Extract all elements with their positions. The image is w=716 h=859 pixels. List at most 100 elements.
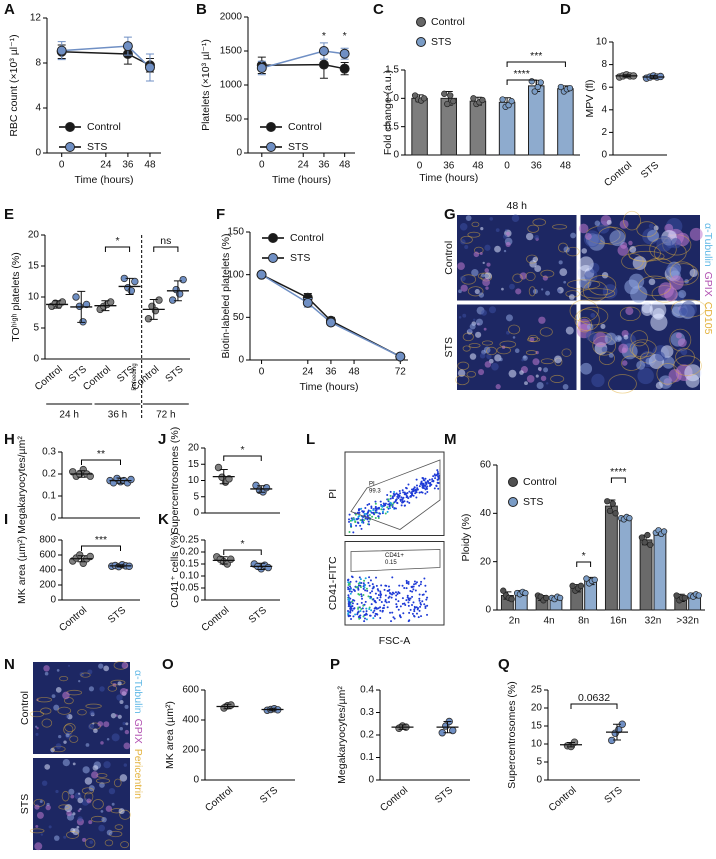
flow-event [360,527,363,530]
y-tick-label: 0.20 [180,547,200,558]
flow-event [377,589,380,592]
flow-event [366,589,369,592]
image-texture [84,777,93,785]
replicate-point [604,498,611,505]
replicate-point [264,563,272,572]
flow-event [352,598,355,601]
flow-event [352,615,355,618]
image-texture [482,261,485,265]
x-tick-label: 4n [543,616,554,627]
image-texture [40,833,43,836]
flow-event [426,613,429,616]
flow-event [356,511,359,514]
flow-event [349,519,352,522]
image-texture [466,370,477,378]
x-tick-label: Control [33,364,65,393]
legend-label: Control [87,121,121,133]
replicate-point [534,83,541,91]
flow-event [379,500,382,503]
image-texture [543,367,549,373]
replicate-point [500,587,507,594]
flow-event [349,607,352,610]
flow-event [391,593,394,596]
replicate-point [82,300,91,309]
image-texture [120,841,129,849]
flow-event [414,489,417,492]
image-texture [108,787,116,795]
divider-label: Refeeding [132,363,138,390]
image-texture [689,268,698,278]
image-texture [118,808,125,815]
image-texture [502,234,508,239]
image-texture [489,217,494,221]
y-tick-label: 200 [39,580,56,591]
flow-event [396,502,399,505]
flow-event [388,601,391,604]
replicate-point [508,98,515,105]
flow-event [388,507,391,510]
y-axis-label: PI [327,489,339,499]
flow-event [347,598,350,601]
flow-event [366,503,369,506]
image-texture [528,286,536,297]
image-texture [652,307,665,320]
point [395,351,406,362]
flow-event [407,604,410,607]
x-tick-label: 24 [100,160,112,171]
image-texture [628,273,645,289]
x-tick-label: 0 [504,161,510,172]
flow-event [413,486,416,489]
image-texture [514,348,520,354]
stain-label: Pericentrin [132,749,144,799]
series-line [261,273,401,358]
image-texture [65,733,70,738]
flow-event [347,613,350,616]
image-texture [84,838,96,849]
image-texture [621,360,628,366]
image-texture [539,369,542,372]
image-texture [621,253,644,270]
flow-event [415,478,418,481]
image-texture [505,241,511,248]
significance-bracket [223,549,262,555]
y-axis-label: Megakaryocytes/µm² [16,436,28,534]
flow-event [355,524,358,527]
replicate-point [609,500,616,507]
image-texture [606,219,612,225]
point [339,48,350,59]
panel-letter: C [373,1,384,18]
flow-event [420,615,423,618]
flow-event [415,484,418,487]
y-tick-label: 400 [39,565,56,576]
image-texture [636,360,646,370]
flow-event [418,599,421,602]
image-texture [505,314,513,322]
flow-event [359,524,362,527]
flow-event [364,583,367,586]
panel-letter: E [4,206,14,223]
image-texture [460,239,466,245]
image-texture [689,227,703,241]
flow-event [422,482,425,485]
flow-event [364,577,367,580]
flow-event [360,593,363,596]
image-texture [655,381,663,389]
flow-event [365,613,368,616]
flow-event [424,605,427,608]
error-bar [125,277,134,296]
image-texture [97,721,104,727]
image-texture [119,687,128,696]
flow-event [384,512,387,515]
replicate-point [681,594,689,602]
image-texture [473,251,480,258]
image-texture [585,330,597,342]
flow-event [413,615,416,618]
flow-event [347,605,350,608]
flow-event [432,475,435,478]
y-tick-label: 0.4 [360,685,374,696]
image-texture [91,771,99,779]
image-texture [618,343,629,354]
significance-bracket [81,459,121,465]
flow-event [347,586,350,589]
image-texture [679,307,687,316]
